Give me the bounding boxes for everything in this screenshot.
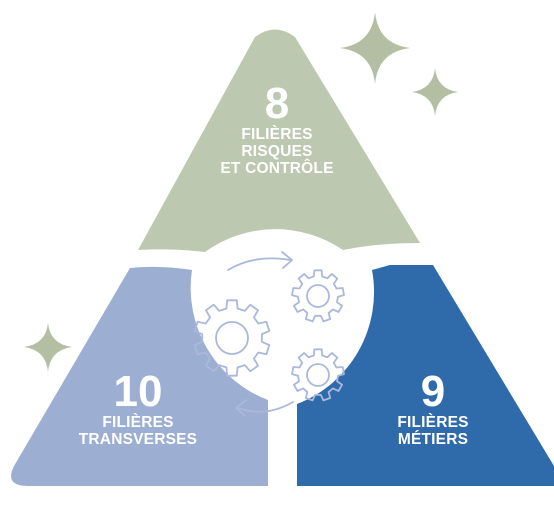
count-transverses: 10 [113,367,163,416]
segment-risques-controle [138,29,420,252]
arrowhead-bottom-icon [235,399,247,417]
gear-hub [306,363,330,387]
cycle-arrow-bottom-icon [237,401,294,413]
label-line: ET CONTRÔLE [220,160,334,177]
label-line: FILIÈRES [397,414,469,431]
label-line: MÉTIERS [397,431,469,448]
label-transverses: 10 FILIÈRES TRANSVERSES [38,367,238,449]
segment-metiers [297,265,554,486]
gears-cycle-icon [193,251,345,417]
gear-large-icon [193,299,271,377]
gear-small-top-icon [291,269,345,323]
label-metiers: 9 FILIÈRES MÉTIERS [343,367,523,449]
count-metiers: 9 [420,367,446,416]
label-risques-controle: 8 FILIÈRES RISQUES ET CONTRÔLE [192,79,362,178]
gear-outline [193,299,271,377]
segment-transverses [11,266,268,486]
sparkle-left-icon [24,323,72,372]
arrowhead-top-icon [281,251,293,269]
count-risques-controle: 8 [264,79,290,128]
sparkle-small-icon [412,68,458,116]
gear-outline [291,348,345,402]
sparkle-large-icon [340,12,410,84]
cycle-arrow-top-icon [227,257,291,271]
gear-hub [215,321,249,355]
gear-small-bottom-icon [291,348,345,402]
label-line: RISQUES [241,143,313,160]
label-line: TRANSVERSES [78,431,198,448]
gear-outline [291,269,345,323]
gear-hub [306,284,330,308]
label-line: FILIÈRES [102,414,174,431]
label-line: FILIÈRES [241,126,313,143]
